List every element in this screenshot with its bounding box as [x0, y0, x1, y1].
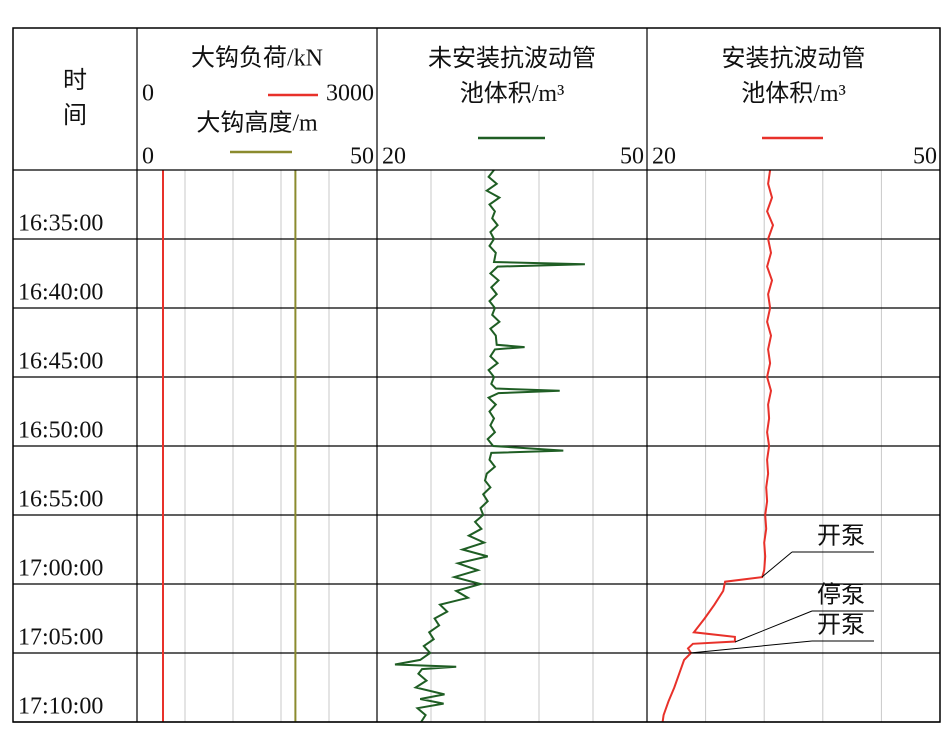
annotation-leader	[689, 640, 813, 654]
series-name: 未安装抗波动管池体积/m³	[428, 45, 596, 107]
curve	[394, 169, 585, 723]
y-tick-label: 16:50:00	[18, 418, 103, 444]
x-tick-label: 50	[913, 144, 937, 170]
frame	[12, 27, 941, 723]
x-tick-label: 20	[382, 144, 406, 170]
time-header: 时间	[63, 67, 87, 129]
x-tick-label: 0	[142, 81, 154, 107]
annotation: 开泵	[817, 524, 865, 550]
y-tick-label: 17:10:00	[18, 694, 103, 720]
x-tick-label: 50	[350, 144, 374, 170]
series-name: 大钩高度/m	[196, 110, 318, 137]
series-name: 大钩负荷/kN	[191, 45, 323, 72]
x-tick-label: 0	[142, 144, 154, 170]
y-tick-label: 16:40:00	[18, 280, 103, 306]
annotation: 开泵	[817, 613, 865, 639]
y-tick-label: 16:55:00	[18, 487, 103, 513]
y-tick-label: 17:05:00	[18, 625, 103, 651]
annotation: 停泵	[817, 582, 865, 609]
x-tick-label: 3000	[326, 81, 374, 107]
curve	[661, 169, 775, 723]
y-tick-label: 16:45:00	[18, 349, 103, 375]
y-tick-label: 17:00:00	[18, 556, 103, 582]
annotation-leader	[734, 610, 813, 643]
annotation-leader	[761, 551, 793, 578]
x-tick-label: 50	[620, 144, 644, 170]
series-name: 安装抗波动管池体积/m³	[722, 45, 866, 107]
y-tick-label: 16:35:00	[18, 211, 103, 237]
x-tick-label: 20	[652, 144, 676, 170]
